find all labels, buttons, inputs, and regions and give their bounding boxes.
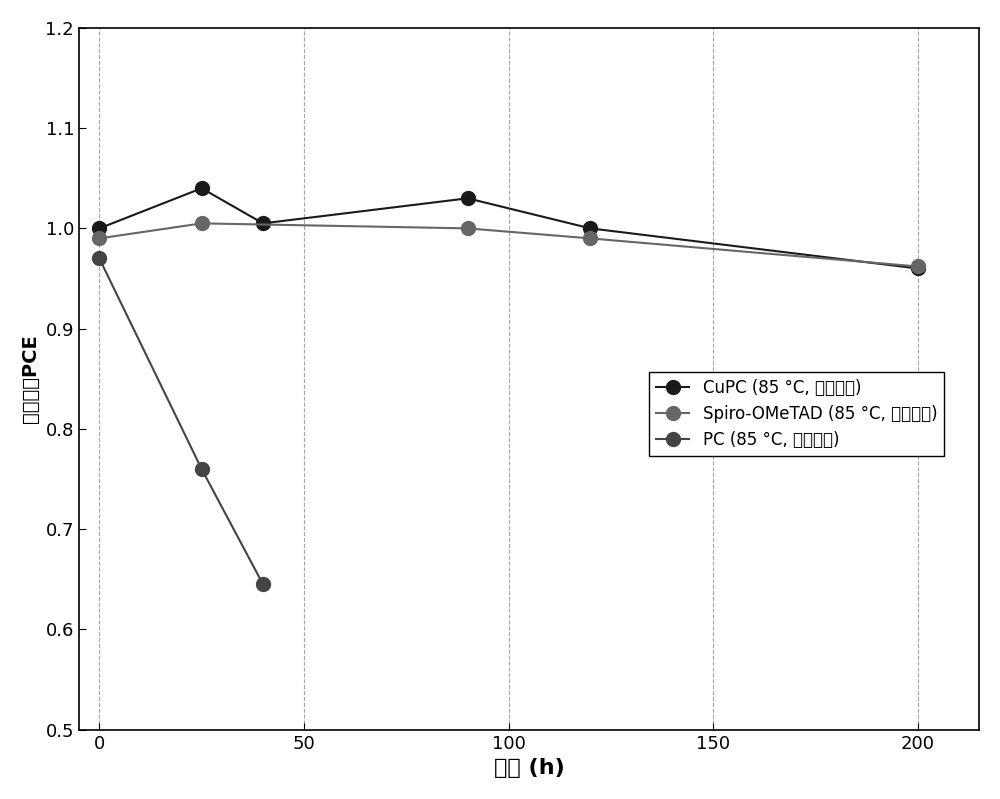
Spiro-OMeTAD (85 °C, 在空气中) [196,219,208,229]
Spiro-OMeTAD (85 °C, 在空气中) [93,233,105,243]
Spiro-OMeTAD (85 °C, 在空气中) [584,233,596,243]
CuPC (85 °C, 在空气中) [584,224,596,233]
Legend: CuPC (85 °C, 在空气中), Spiro-OMeTAD (85 °C, 在空气中), PC (85 °C, 在空气中): CuPC (85 °C, 在空气中), Spiro-OMeTAD (85 °C,… [649,372,944,456]
CuPC (85 °C, 在空气中) [912,264,924,273]
Line: CuPC (85 °C, 在空气中): CuPC (85 °C, 在空气中) [92,181,925,276]
CuPC (85 °C, 在空气中) [93,224,105,233]
PC (85 °C, 在空气中) [257,579,269,589]
Line: PC (85 °C, 在空气中): PC (85 °C, 在空气中) [92,252,270,591]
Line: Spiro-OMeTAD (85 °C, 在空气中): Spiro-OMeTAD (85 °C, 在空气中) [92,217,925,273]
Spiro-OMeTAD (85 °C, 在空气中) [462,224,474,233]
Y-axis label: 标准化的PCE: 标准化的PCE [21,335,40,423]
X-axis label: 时间 (h): 时间 (h) [494,758,564,778]
CuPC (85 °C, 在空气中) [462,193,474,203]
CuPC (85 °C, 在空气中) [257,219,269,229]
PC (85 °C, 在空气中) [93,253,105,263]
Spiro-OMeTAD (85 °C, 在空气中) [912,262,924,272]
PC (85 °C, 在空气中) [196,464,208,474]
CuPC (85 °C, 在空气中) [196,184,208,193]
